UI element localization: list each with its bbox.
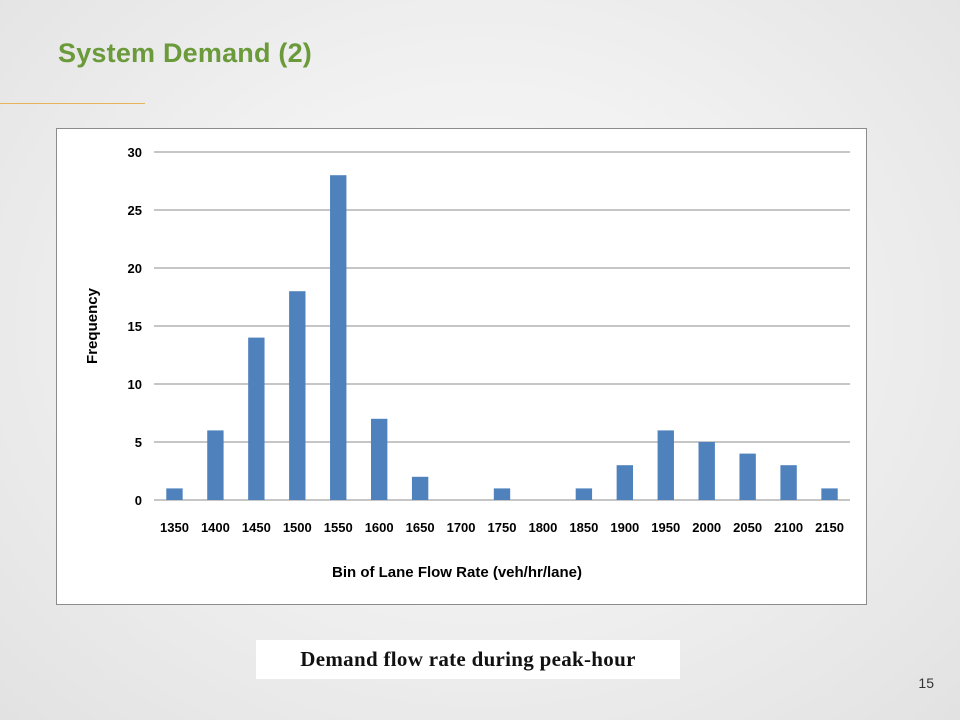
bar-2150 — [821, 488, 838, 500]
x-tick-label-1800: 1800 — [528, 520, 557, 535]
bar-2000 — [698, 442, 715, 500]
y-tick-labels: 0 5 10 15 20 25 30 — [128, 145, 142, 508]
y-tick-label-25: 25 — [128, 203, 142, 218]
bar-1950 — [657, 430, 674, 500]
bar-1750 — [493, 488, 511, 500]
page-number: 15 — [918, 675, 934, 691]
y-tick-label-5: 5 — [135, 435, 142, 450]
x-tick-label-1750: 1750 — [488, 520, 517, 535]
bar-2100 — [780, 465, 797, 500]
x-tick-label-2150: 2150 — [815, 520, 844, 535]
bar-2050 — [739, 453, 756, 500]
bar-1500 — [289, 291, 306, 500]
bar-1900 — [616, 465, 634, 500]
x-tick-label-2050: 2050 — [733, 520, 762, 535]
x-tick-label-1650: 1650 — [406, 520, 435, 535]
x-tick-label-1850: 1850 — [569, 520, 598, 535]
frequency-bar-chart: 0 5 10 15 20 25 30 1350 1400 1450 1500 1550 1600 165… — [84, 145, 850, 581]
x-tick-label-2100: 2100 — [774, 520, 803, 535]
chart-caption: Demand flow rate during peak-hour — [256, 640, 680, 679]
x-axis-title: Bin of Lane Flow Rate (veh/hr/lane) — [332, 564, 582, 581]
x-tick-labels: 1350 1400 1450 1500 1550 1600 1650 1700 1750 1800… — [160, 520, 844, 535]
x-tick-label-1350: 1350 — [160, 520, 189, 535]
y-axis-title: Frequency — [84, 287, 101, 364]
x-tick-label-1450: 1450 — [242, 520, 271, 535]
grid-lines — [154, 151, 850, 501]
y-tick-label-30: 30 — [128, 145, 142, 160]
bar-1550 — [330, 175, 347, 500]
x-tick-label-1950: 1950 — [651, 520, 680, 535]
y-tick-label-20: 20 — [128, 261, 142, 276]
bar-1650 — [411, 476, 429, 500]
x-tick-label-1400: 1400 — [201, 520, 230, 535]
title-accent-rule — [0, 103, 145, 104]
bars — [166, 175, 838, 500]
slide-title: System Demand (2) — [58, 38, 312, 68]
x-tick-label-2000: 2000 — [692, 520, 721, 535]
bar-1850 — [575, 488, 593, 500]
y-tick-label-0: 0 — [135, 493, 142, 508]
x-tick-label-1900: 1900 — [610, 520, 639, 535]
x-tick-label-1500: 1500 — [283, 520, 312, 535]
y-tick-label-10: 10 — [128, 377, 142, 392]
bar-1400 — [207, 430, 224, 500]
x-tick-label-1600: 1600 — [365, 520, 394, 535]
bar-1350 — [166, 488, 183, 500]
x-tick-label-1700: 1700 — [447, 520, 476, 535]
x-tick-label-1550: 1550 — [324, 520, 353, 535]
bar-1600 — [370, 418, 388, 500]
bar-1450 — [248, 337, 265, 500]
y-tick-label-15: 15 — [128, 319, 142, 334]
chart-frame: 0 5 10 15 20 25 30 1350 1400 1450 1500 1550 1600 165… — [56, 128, 867, 605]
